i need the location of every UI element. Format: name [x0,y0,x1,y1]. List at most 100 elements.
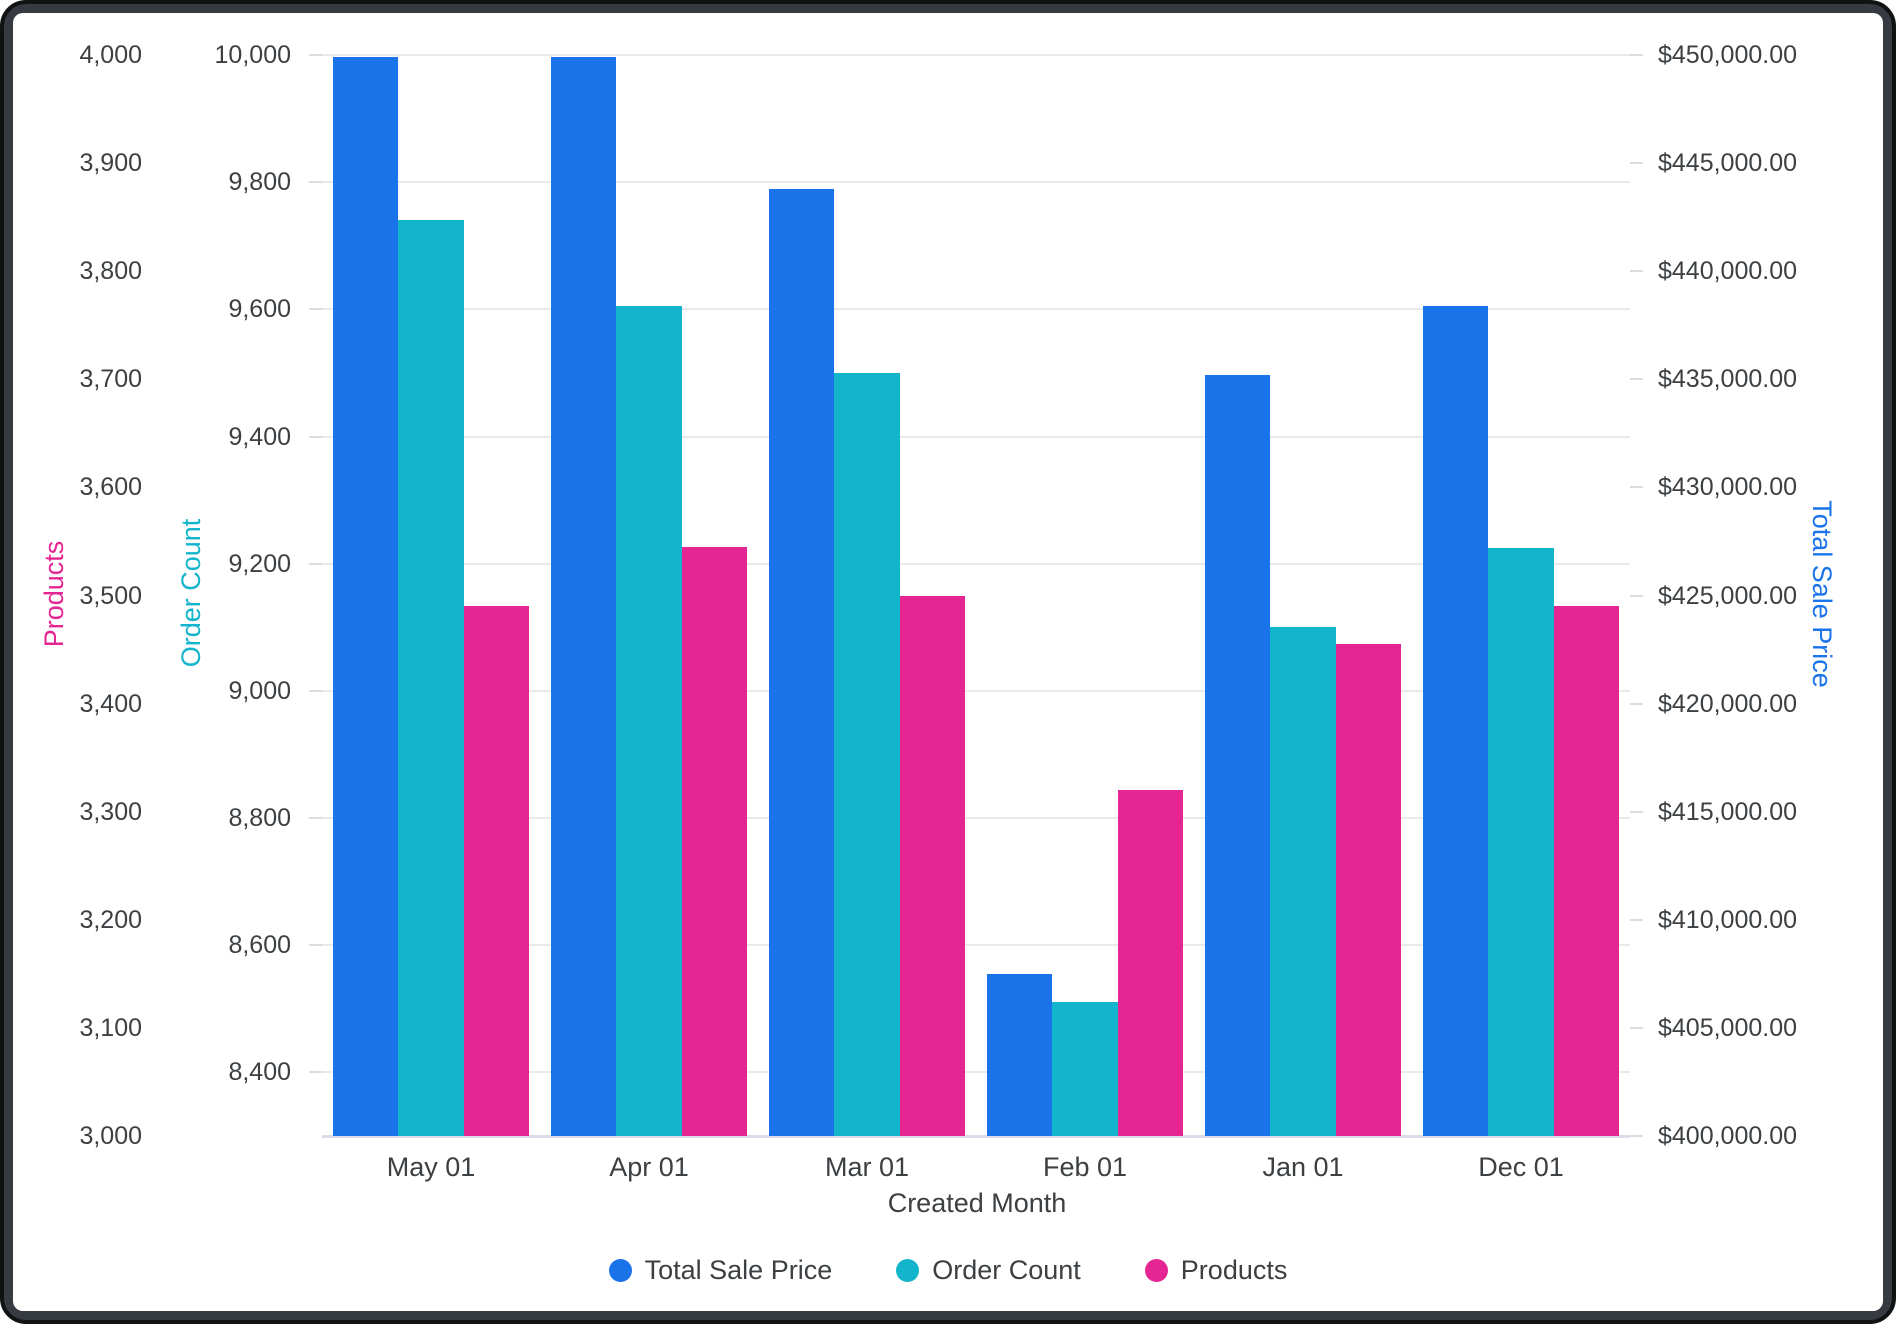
y-tick-label-order: 8,600 [228,931,291,960]
y-tick-label-products: 3,200 [79,905,142,934]
axis-tick-mark [309,562,322,565]
y-tick-label-price: $420,000.00 [1658,689,1798,718]
legend-item-total-sale-price[interactable]: Total Sale Price [608,1255,833,1285]
y-axis-title-products: Products [39,540,69,648]
axis-tick-mark [309,54,322,56]
y-axis-title-total-sale-price: Total Sale Price [1807,500,1837,688]
y-tick-label-price: $445,000.00 [1658,149,1798,178]
y-tick-label-products: 3,900 [79,149,142,178]
bar-products-mar-01[interactable] [899,595,966,1136]
y-tick-label-products: 3,000 [79,1122,142,1150]
axis-tick-mark [1630,918,1643,921]
axis-tick-mark [1630,486,1643,489]
axis-tick-mark [309,817,322,820]
legend-item-products[interactable]: Products [1144,1255,1288,1285]
bar-total-sale-price-feb-01[interactable] [986,973,1053,1136]
bar-total-sale-price-may-01[interactable] [332,57,399,1136]
axis-tick-mark [309,1071,322,1074]
y-tick-label-order: 8,800 [228,804,291,833]
gridline [322,562,1630,565]
x-tick-label: Apr 01 [609,1152,689,1182]
bar-order-count-mar-01[interactable] [834,372,900,1136]
x-tick-label: Feb 01 [1042,1152,1128,1182]
bar-products-may-01[interactable] [463,606,530,1136]
axis-tick-mark [1630,702,1643,705]
y-tick-label-price: $400,000.00 [1658,1122,1798,1150]
axis-tick-mark [1630,594,1643,597]
bar-order-count-may-01[interactable] [398,220,464,1136]
y-tick-label-order: 9,200 [228,549,291,578]
axis-tick-mark [1630,1026,1643,1029]
bar-total-sale-price-dec-01[interactable] [1422,305,1489,1136]
axis-tick-mark [1630,54,1643,56]
axis-tick-mark [1630,378,1643,381]
bar-products-apr-01[interactable] [681,546,748,1136]
legend: Total Sale Price Order Count Products [0,1255,1896,1285]
y-tick-label-price: $440,000.00 [1658,257,1798,286]
y-tick-label-order: 9,600 [228,295,291,324]
legend-label: Products [1180,1255,1288,1285]
y-tick-label-products: 3,300 [79,797,142,826]
legend-swatch-order-count [896,1258,920,1282]
axis-tick-mark [309,181,322,184]
bar-products-feb-01[interactable] [1117,790,1184,1136]
legend-item-order-count[interactable]: Order Count [896,1255,1081,1285]
axis-tick-mark [1630,162,1643,165]
y-tick-label-products: 3,100 [79,1013,142,1042]
y-tick-label-products: 3,600 [79,473,142,502]
axis-tick-mark [1630,1135,1643,1137]
y-tick-label-order: 9,400 [228,422,291,451]
y-tick-label-products: 3,400 [79,689,142,718]
gridline [322,308,1630,311]
y-tick-label-price: $405,000.00 [1658,1013,1798,1042]
gridline [322,689,1630,692]
legend-swatch-total-sale-price [608,1258,632,1282]
gridline [322,944,1630,947]
gridline [322,817,1630,820]
x-axis-line [322,1135,1630,1138]
gridline [322,54,1630,56]
x-tick-label: Jan 01 [1262,1152,1344,1182]
y-tick-label-order: 10,000 [214,41,291,69]
y-axis-title-order-count: Order Count [176,518,206,668]
x-tick-label: Dec 01 [1478,1152,1564,1182]
x-tick-label: May 01 [386,1152,476,1182]
bar-order-count-jan-01[interactable] [1270,627,1336,1136]
axis-tick-mark [1630,810,1643,813]
bar-total-sale-price-apr-01[interactable] [550,57,617,1136]
axis-tick-mark [1630,270,1643,273]
bar-products-jan-01[interactable] [1335,644,1402,1136]
y-tick-label-price: $415,000.00 [1658,797,1798,826]
y-tick-label-products: 4,000 [79,41,142,69]
y-tick-label-price: $435,000.00 [1658,365,1798,394]
y-tick-label-order: 9,000 [228,676,291,705]
bar-order-count-apr-01[interactable] [616,306,682,1136]
y-tick-label-order: 8,400 [228,1058,291,1087]
legend-label: Order Count [932,1255,1081,1285]
legend-swatch-products [1144,1258,1168,1282]
legend-label: Total Sale Price [644,1255,833,1285]
gridline [322,1071,1630,1074]
gridline [322,435,1630,438]
axis-tick-mark [309,944,322,947]
y-tick-label-products: 3,700 [79,365,142,394]
bar-order-count-feb-01[interactable] [1052,1002,1118,1136]
y-tick-label-price: $450,000.00 [1658,41,1798,69]
bar-total-sale-price-mar-01[interactable] [768,189,835,1136]
bar-products-dec-01[interactable] [1553,606,1620,1136]
y-tick-label-products: 3,800 [79,257,142,286]
y-tick-label-order: 9,800 [228,168,291,197]
y-tick-label-price: $430,000.00 [1658,473,1798,502]
gridline [322,181,1630,184]
x-tick-label: Mar 01 [824,1152,910,1182]
y-tick-label-products: 3,500 [79,581,142,610]
y-tick-label-price: $425,000.00 [1658,581,1798,610]
axis-tick-mark [309,308,322,311]
y-tick-label-price: $410,000.00 [1658,905,1798,934]
bar-total-sale-price-jan-01[interactable] [1204,374,1271,1136]
axis-tick-mark [309,689,322,692]
x-axis-title: Created Month [887,1188,1067,1218]
bar-order-count-dec-01[interactable] [1488,547,1554,1136]
